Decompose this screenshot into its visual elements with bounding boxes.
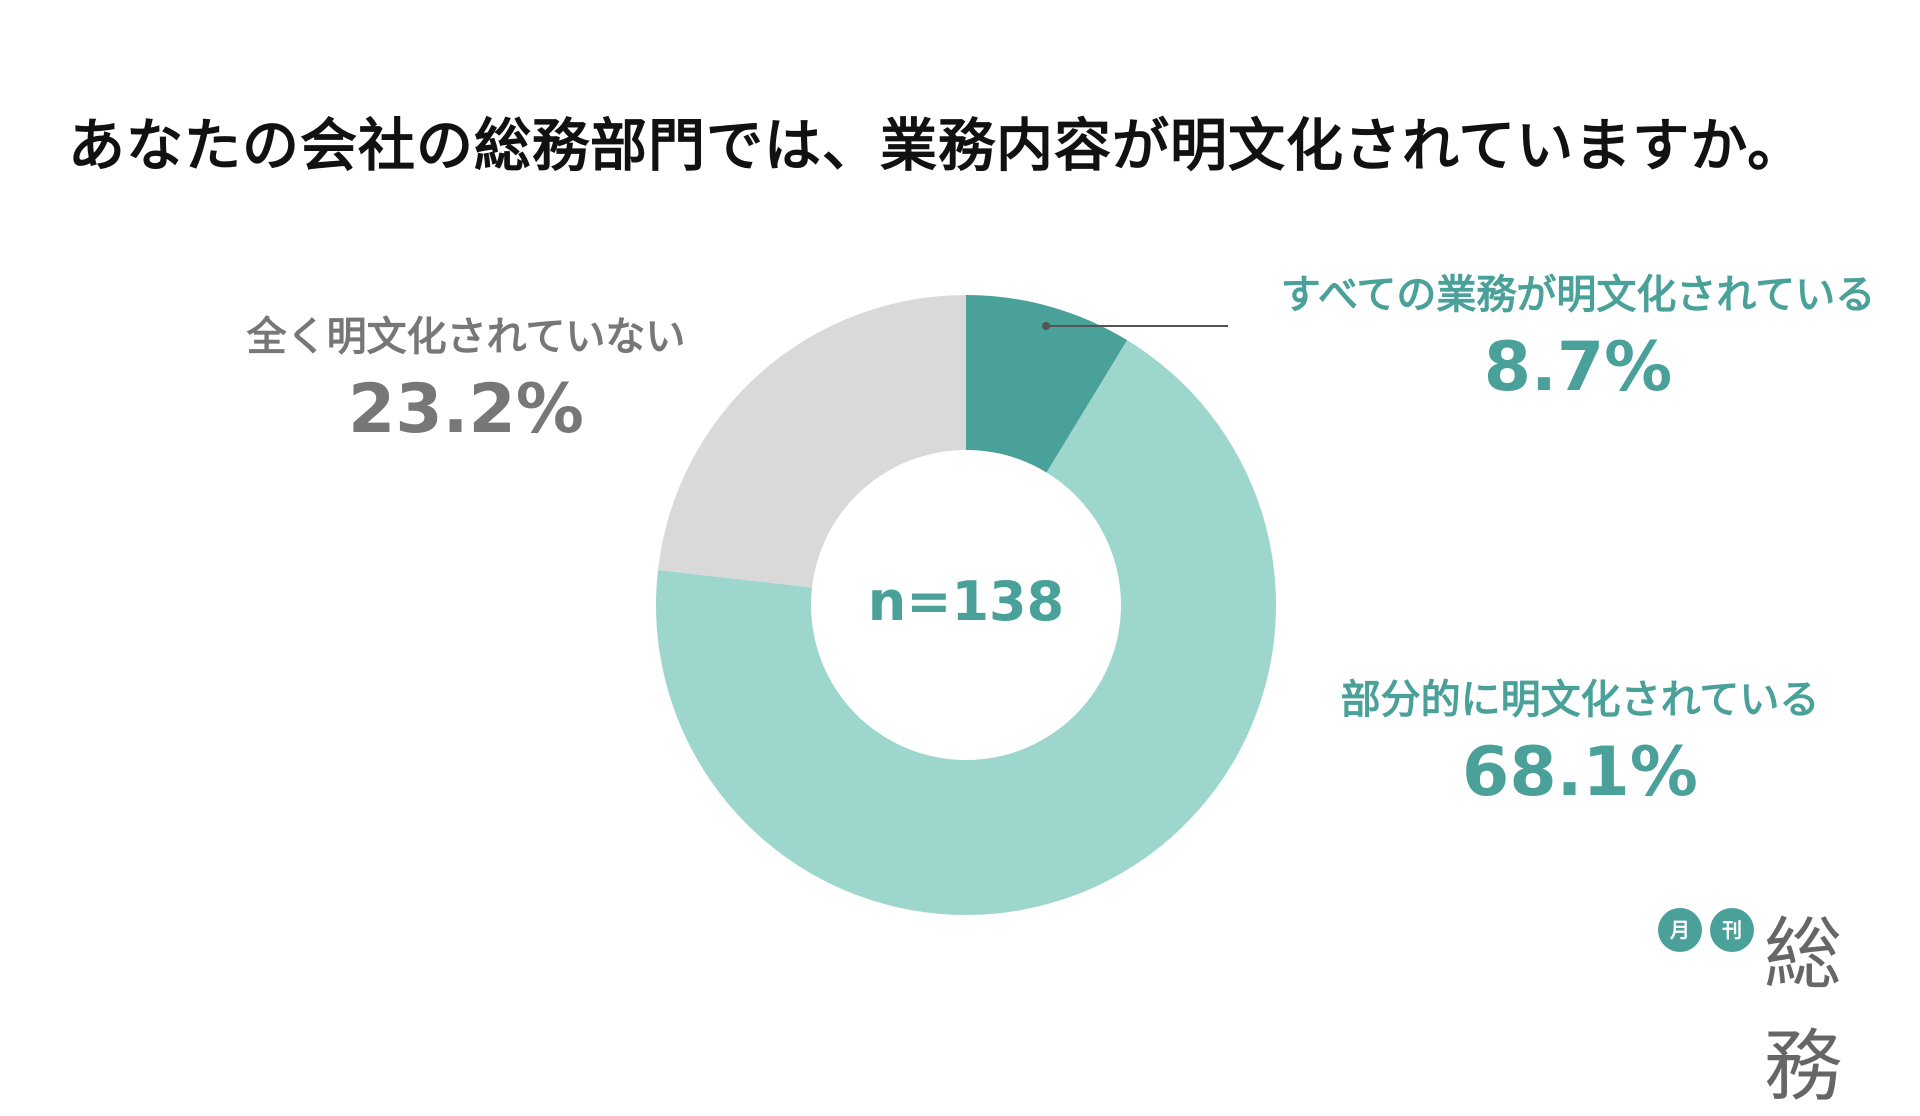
slice-partially-documented [656,340,1276,915]
slice-all-documented [966,295,1128,473]
logo-badge-publication: 刊 [1710,908,1754,952]
chart-title: あなたの会社の総務部門では、業務内容が明文化されていますか。 [68,113,1806,179]
slice-value-partially-documented: 68.1% [1462,733,1698,812]
slice-value-not-documented: 23.2% [348,370,584,449]
logo-badge-month: 月 [1658,908,1702,952]
donut-chart [656,295,1276,915]
slice-value-all-documented: 8.7% [1483,328,1673,407]
sample-size: n=138 [867,570,1065,633]
gekkan-soumu-logo: 月 刊 総務 [1658,900,1898,1112]
leader-dot [1042,322,1050,330]
slice-label-partially-documented: 部分的に明文化されている [1340,677,1820,723]
label-not-documented: 全く明文化されていない 23.2% [226,304,706,449]
slice-label-all-documented: すべての業務が明文化されている [1280,272,1876,318]
logo-wordmark: 総務 [1764,910,1842,1112]
label-all-documented: すべての業務が明文化されている 8.7% [1258,262,1898,407]
label-partially-documented: 部分的に明文化されている 68.1% [1310,667,1850,812]
slice-label-not-documented: 全く明文化されていない [246,314,686,360]
slice-not-documented [657,295,966,588]
